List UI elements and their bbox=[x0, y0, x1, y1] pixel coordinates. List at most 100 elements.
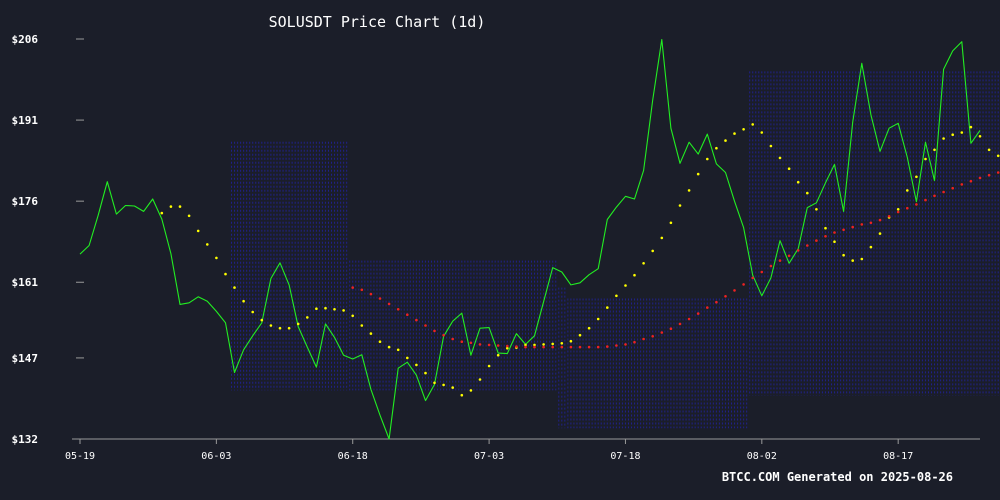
y-tick-label: $191 bbox=[12, 114, 39, 127]
chart-title: SOLUSDT Price Chart (1d) bbox=[269, 13, 486, 31]
ma50-point bbox=[796, 249, 800, 252]
ma50-point bbox=[587, 345, 591, 349]
ma20-point bbox=[224, 272, 227, 276]
ma20-point bbox=[896, 208, 900, 211]
ma20-point bbox=[215, 256, 218, 260]
ma20-point bbox=[587, 326, 591, 330]
ma20-point bbox=[442, 383, 445, 387]
ma20-point bbox=[469, 389, 473, 392]
ma20-point bbox=[187, 214, 191, 218]
ma50-point bbox=[396, 308, 400, 311]
ma50-point bbox=[642, 337, 645, 341]
ma50-point bbox=[787, 254, 791, 258]
ma20-point bbox=[242, 299, 245, 303]
ma20-point bbox=[824, 226, 827, 230]
ma20-point bbox=[387, 345, 391, 349]
ma50-point bbox=[915, 203, 918, 206]
ma20-point bbox=[842, 253, 845, 257]
ma50-point bbox=[851, 225, 854, 229]
ma50-point bbox=[724, 295, 727, 298]
ma50-point bbox=[742, 283, 745, 286]
ma20-point bbox=[715, 146, 718, 150]
ma20-point bbox=[424, 371, 427, 375]
x-tick-label: 06-03 bbox=[201, 451, 231, 462]
ma50-point bbox=[924, 198, 927, 202]
ma20-point bbox=[906, 189, 909, 192]
ma50-point bbox=[806, 244, 809, 247]
ma20-point bbox=[942, 137, 945, 140]
ma20-point bbox=[233, 286, 236, 289]
ma50-point bbox=[478, 343, 482, 346]
ma20-point bbox=[978, 135, 982, 138]
ma20-point bbox=[815, 208, 818, 211]
footer-credit: BTCC.COM Generated on 2025-08-26 bbox=[722, 470, 953, 484]
ma20-point bbox=[269, 324, 273, 327]
ma20-point bbox=[460, 393, 464, 397]
ma20-point bbox=[578, 333, 582, 337]
ma50-point bbox=[378, 297, 382, 300]
ma20-point bbox=[378, 340, 382, 344]
ma20-point bbox=[324, 306, 327, 310]
ma50-point bbox=[660, 331, 664, 334]
price-line bbox=[79, 38, 981, 440]
ma20-point bbox=[760, 131, 764, 134]
ma20-point bbox=[860, 257, 864, 261]
ma50-point bbox=[706, 306, 709, 309]
ma20-point bbox=[315, 307, 318, 311]
y-tick-label: $161 bbox=[12, 276, 39, 289]
ma20-point bbox=[206, 243, 209, 246]
ma50-point bbox=[760, 270, 764, 274]
ma50-point bbox=[960, 183, 964, 186]
ma20-point bbox=[633, 273, 636, 277]
ma20-point bbox=[969, 125, 973, 129]
ma50-point bbox=[460, 340, 464, 344]
ma50-point bbox=[360, 288, 364, 292]
ma50-point bbox=[560, 345, 564, 349]
ma20-point bbox=[606, 306, 609, 309]
series-layer bbox=[79, 38, 1000, 440]
ma20-point bbox=[524, 343, 527, 347]
ma20-point bbox=[433, 381, 436, 385]
ma50-point bbox=[860, 223, 864, 226]
y-tick-label: $147 bbox=[12, 352, 39, 365]
ma50-point bbox=[442, 333, 445, 337]
ma20-point bbox=[196, 229, 200, 233]
x-axis-ticks: 05-19 06-03 06-18 07-03 07-18 08-02 08-17 bbox=[65, 439, 913, 462]
ma50-point bbox=[551, 345, 554, 349]
ma20-point bbox=[487, 364, 491, 368]
ma20-point bbox=[742, 128, 745, 131]
ma20-point bbox=[333, 308, 336, 311]
ma20-point bbox=[751, 123, 754, 126]
bollinger-bands bbox=[231, 71, 999, 429]
ma50-point bbox=[887, 215, 891, 218]
ma20-point bbox=[369, 332, 373, 335]
ma50-point bbox=[842, 228, 845, 232]
x-tick-label: 07-03 bbox=[474, 451, 504, 462]
ma20-point bbox=[406, 356, 409, 360]
ma20-point bbox=[569, 339, 573, 343]
ma50-point bbox=[569, 345, 573, 349]
ma20-point bbox=[787, 167, 791, 170]
ma50-point bbox=[515, 345, 518, 348]
ma50-point bbox=[969, 179, 973, 183]
ma20-point bbox=[296, 322, 300, 326]
ma20-point bbox=[415, 363, 418, 367]
ma50-point bbox=[751, 276, 754, 280]
ma50-point bbox=[451, 337, 455, 341]
ma50-point bbox=[533, 345, 536, 349]
ma50-point bbox=[487, 343, 491, 347]
ma20-point bbox=[678, 204, 682, 207]
ma50-point bbox=[387, 302, 391, 306]
ma50-point bbox=[469, 341, 473, 345]
y-tick-label: $206 bbox=[12, 33, 39, 46]
ma20-point bbox=[669, 221, 673, 225]
ma20-point bbox=[169, 205, 173, 208]
ma20-point bbox=[778, 156, 782, 160]
ma50-point bbox=[978, 176, 982, 180]
ma20-point bbox=[951, 133, 954, 136]
ma20-point bbox=[351, 314, 355, 318]
x-tick-label: 08-02 bbox=[747, 451, 777, 462]
ma20-point bbox=[178, 205, 182, 208]
